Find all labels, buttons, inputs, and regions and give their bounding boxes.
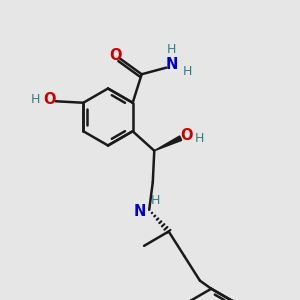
Text: O: O — [109, 47, 122, 63]
Text: O: O — [43, 92, 56, 106]
Text: H: H — [183, 65, 193, 78]
Text: H: H — [151, 194, 160, 207]
Text: O: O — [180, 128, 193, 143]
Text: N: N — [134, 203, 146, 218]
Polygon shape — [154, 136, 182, 151]
Text: N: N — [166, 57, 178, 72]
Text: H: H — [31, 93, 40, 106]
Text: H: H — [195, 132, 204, 145]
Text: H: H — [167, 43, 176, 56]
